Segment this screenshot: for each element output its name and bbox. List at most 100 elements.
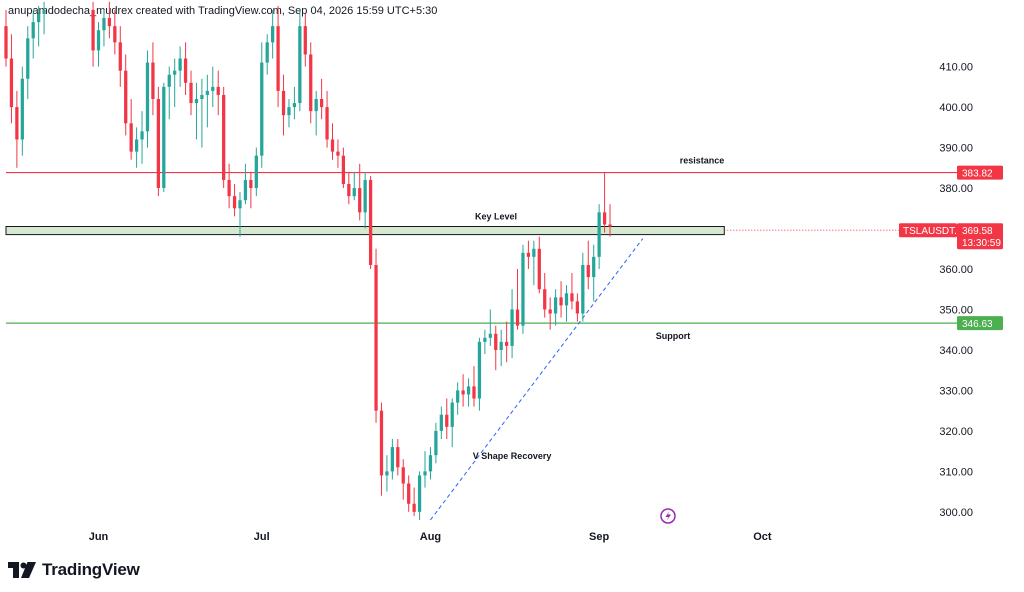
candle[interactable] xyxy=(548,297,552,330)
candle[interactable] xyxy=(298,9,302,112)
candle[interactable] xyxy=(200,78,204,148)
candle[interactable] xyxy=(31,9,35,59)
candle[interactable] xyxy=(265,34,269,75)
candle[interactable] xyxy=(124,54,128,136)
candle[interactable] xyxy=(412,487,416,516)
candle[interactable] xyxy=(602,171,607,233)
candle[interactable] xyxy=(287,99,291,128)
candle[interactable] xyxy=(374,248,378,423)
candle[interactable] xyxy=(189,70,193,116)
candle[interactable] xyxy=(238,192,242,237)
candle[interactable] xyxy=(314,90,318,136)
candle[interactable] xyxy=(271,9,275,59)
candle[interactable] xyxy=(216,70,220,116)
candle[interactable] xyxy=(368,175,373,269)
candle[interactable] xyxy=(254,147,258,197)
candle[interactable] xyxy=(276,5,280,108)
candle[interactable] xyxy=(107,1,112,39)
candle[interactable] xyxy=(483,329,487,354)
candle[interactable] xyxy=(461,374,465,407)
candle[interactable] xyxy=(537,236,541,294)
candle[interactable] xyxy=(358,163,362,221)
candle[interactable] xyxy=(445,398,449,439)
candle[interactable] xyxy=(488,309,492,346)
candle[interactable] xyxy=(477,337,482,411)
candle[interactable] xyxy=(347,171,351,205)
candle[interactable] xyxy=(472,366,476,407)
candle[interactable] xyxy=(96,22,101,67)
candle[interactable] xyxy=(4,9,8,67)
candle[interactable] xyxy=(564,285,569,322)
candle[interactable] xyxy=(145,50,150,148)
candle[interactable] xyxy=(352,171,356,201)
candle[interactable] xyxy=(167,66,171,120)
candle[interactable] xyxy=(325,90,329,148)
candle[interactable] xyxy=(559,281,563,318)
candle[interactable] xyxy=(379,402,384,496)
candle[interactable] xyxy=(434,422,438,464)
candle[interactable] xyxy=(543,273,547,318)
candle[interactable] xyxy=(466,378,471,407)
candle[interactable] xyxy=(260,42,264,168)
price-chart[interactable]: 410.00400.00390.00380.00370.00360.00350.… xyxy=(0,0,1024,552)
candle[interactable] xyxy=(211,66,215,108)
candle[interactable] xyxy=(151,42,155,116)
candle[interactable] xyxy=(26,26,30,99)
candle[interactable] xyxy=(608,204,612,237)
event-icon[interactable] xyxy=(660,508,676,524)
candle[interactable] xyxy=(102,9,106,47)
candle[interactable] xyxy=(401,459,405,500)
candle[interactable] xyxy=(9,34,14,124)
candle[interactable] xyxy=(423,451,427,488)
candle[interactable] xyxy=(505,321,509,363)
candle[interactable] xyxy=(330,123,335,160)
candle[interactable] xyxy=(319,78,324,120)
candle[interactable] xyxy=(113,9,117,55)
candle[interactable] xyxy=(575,293,580,322)
candle[interactable] xyxy=(439,406,443,439)
candle[interactable] xyxy=(183,42,188,95)
candle[interactable] xyxy=(363,171,367,229)
candle[interactable] xyxy=(194,82,199,140)
candle[interactable] xyxy=(232,184,237,217)
candle[interactable] xyxy=(118,26,122,87)
candle[interactable] xyxy=(222,86,226,189)
candle[interactable] xyxy=(499,329,503,367)
candle[interactable] xyxy=(42,1,46,35)
candle[interactable] xyxy=(205,74,209,128)
candle[interactable] xyxy=(581,252,585,322)
candle[interactable] xyxy=(281,74,286,136)
candle[interactable] xyxy=(390,439,394,480)
candle[interactable] xyxy=(396,439,400,476)
candle[interactable] xyxy=(134,127,139,168)
candle[interactable] xyxy=(140,111,144,164)
candle[interactable] xyxy=(597,204,601,269)
candle[interactable] xyxy=(178,46,182,87)
candle[interactable] xyxy=(336,139,340,168)
candle[interactable] xyxy=(227,163,231,209)
candle[interactable] xyxy=(553,289,558,326)
candle[interactable] xyxy=(341,147,346,189)
candle[interactable] xyxy=(20,66,24,156)
candle[interactable] xyxy=(570,273,574,310)
trend-line[interactable] xyxy=(430,238,644,521)
candle[interactable] xyxy=(15,90,19,168)
candle[interactable] xyxy=(129,99,133,160)
tradingview-logo[interactable]: TradingView xyxy=(8,560,140,580)
candle[interactable] xyxy=(450,398,454,448)
candle[interactable] xyxy=(162,82,166,193)
candle[interactable] xyxy=(173,58,177,108)
candle[interactable] xyxy=(417,471,422,520)
candle[interactable] xyxy=(428,447,433,480)
candle[interactable] xyxy=(243,163,248,205)
candle[interactable] xyxy=(407,475,411,512)
candle[interactable] xyxy=(292,86,297,120)
candle[interactable] xyxy=(309,42,313,124)
candle[interactable] xyxy=(91,1,95,67)
candle[interactable] xyxy=(521,244,525,334)
candle[interactable] xyxy=(515,269,520,330)
candle[interactable] xyxy=(494,325,498,371)
candle[interactable] xyxy=(385,455,389,492)
candle[interactable] xyxy=(510,289,514,359)
candle[interactable] xyxy=(156,86,161,197)
